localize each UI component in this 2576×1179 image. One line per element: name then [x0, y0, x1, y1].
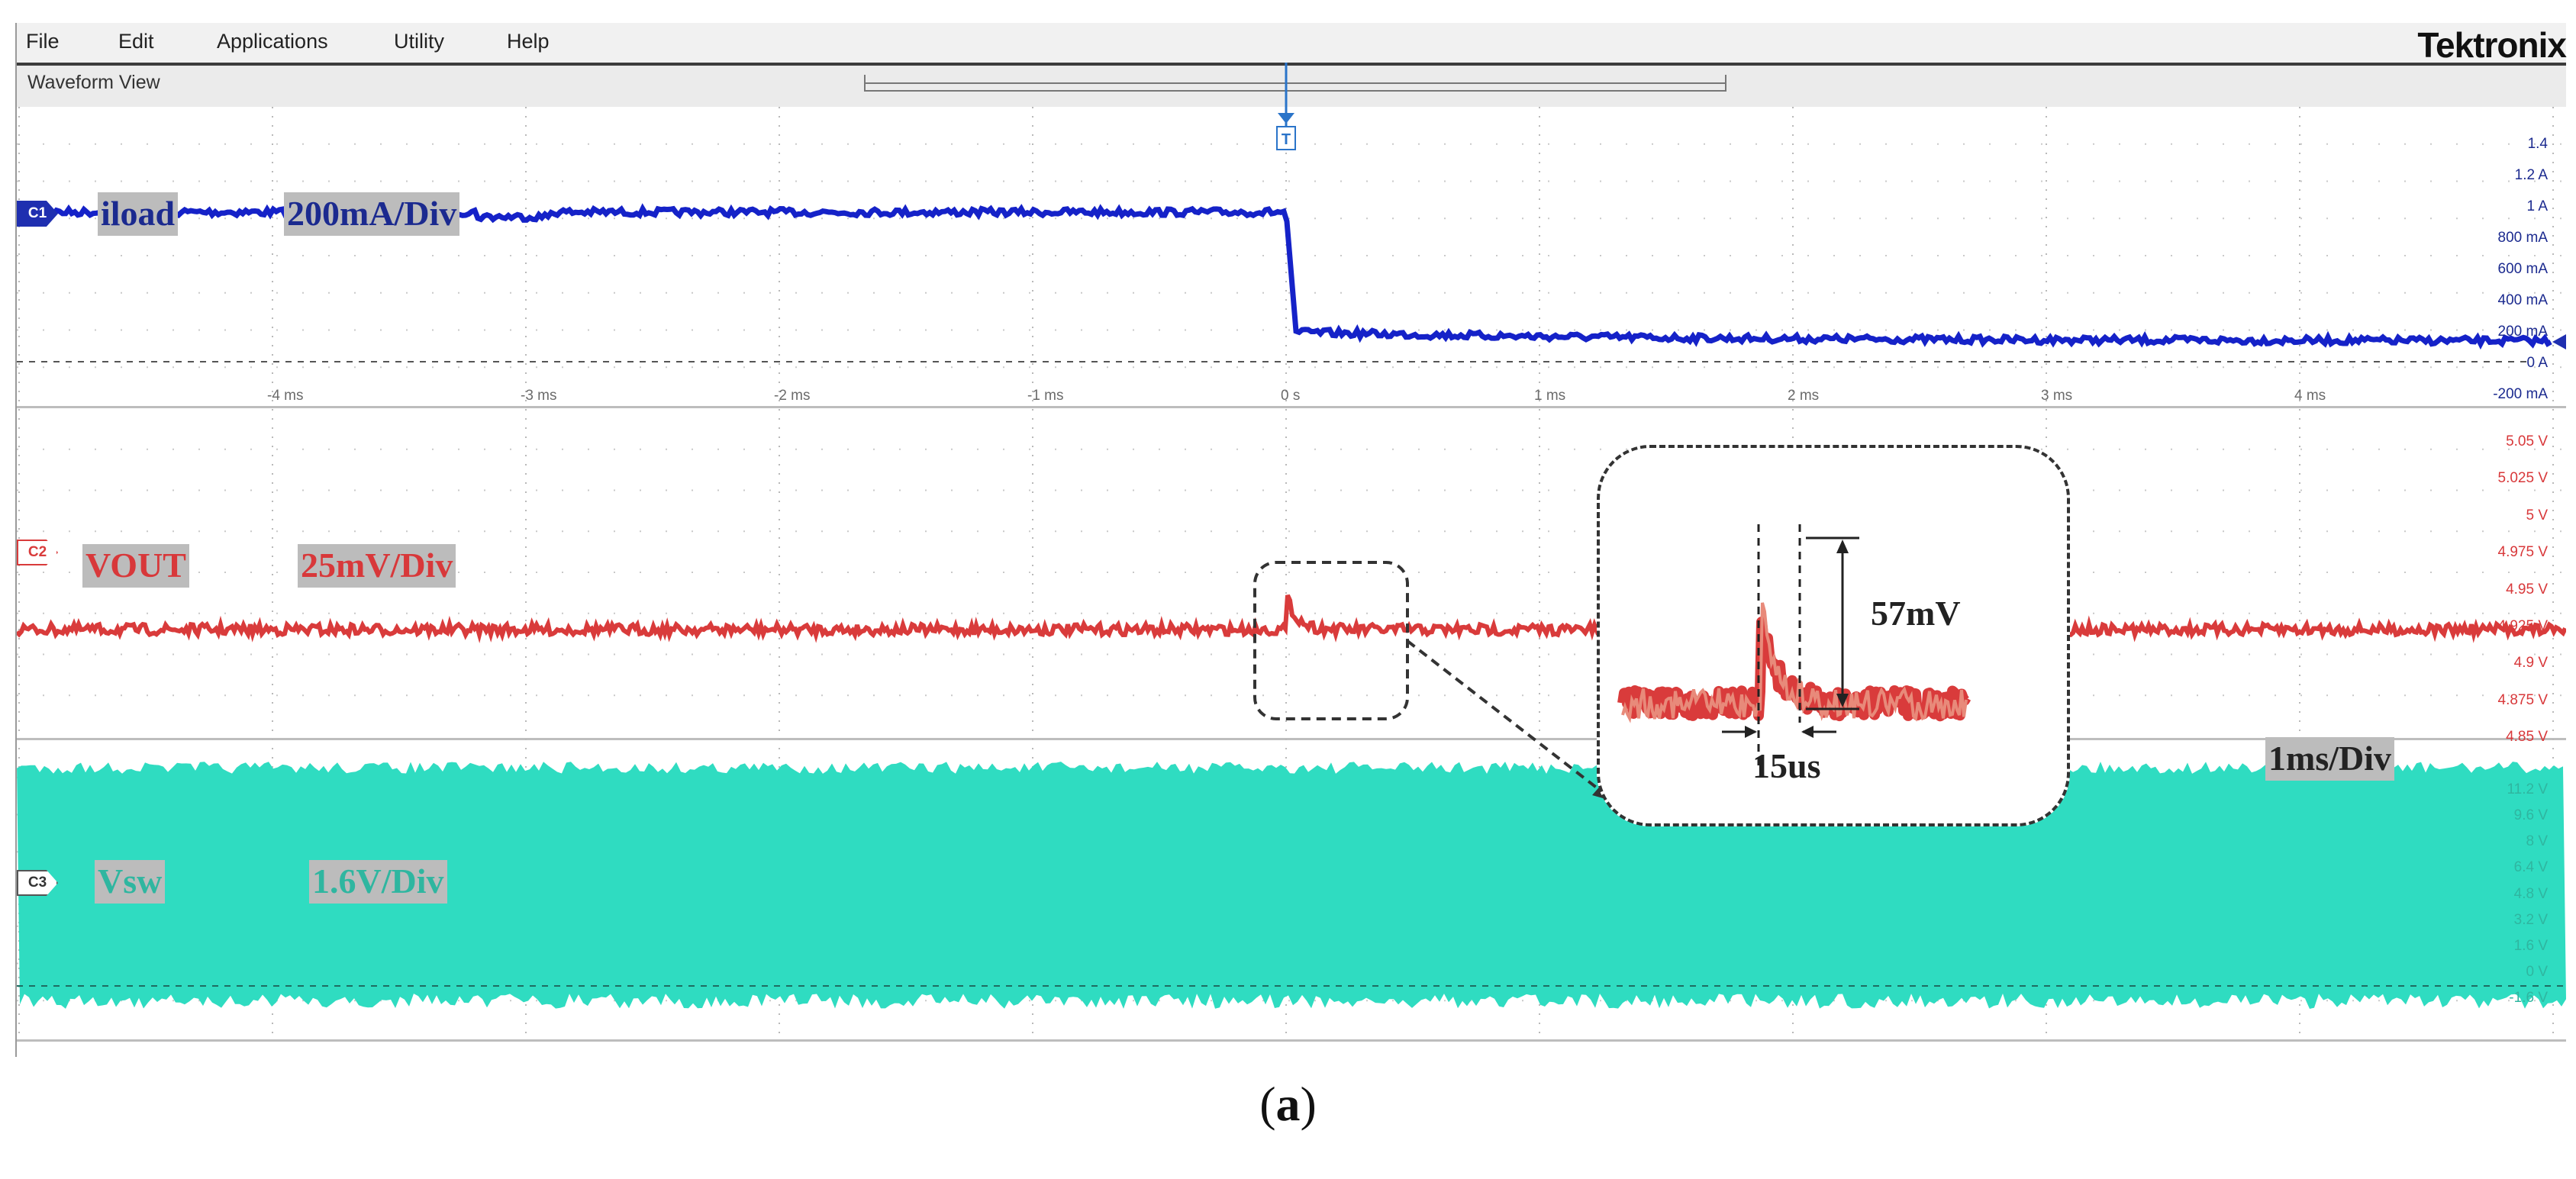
- scale-label: 4.9 V: [2513, 655, 2548, 672]
- waveform-plot: T: [17, 63, 2566, 1042]
- inset-waveform-detail: [1621, 602, 1968, 723]
- duration-label: 15us: [1752, 746, 1821, 785]
- trigger-t-icon: [1276, 126, 1296, 150]
- amplitude-label: 57mV: [1871, 594, 1961, 633]
- panel-divider-1: [17, 406, 2566, 408]
- time-tick-label: 0 s: [1281, 388, 1301, 404]
- view-title: Waveform View: [27, 72, 160, 93]
- scale-label: 11.2 V: [2507, 781, 2548, 797]
- channel-2-waveform: [17, 594, 2566, 643]
- duration-arrow-left-icon: [1801, 726, 1814, 738]
- amplitude-arrow-up-icon: [1836, 540, 1849, 553]
- scale-label: 1.2 A: [2514, 167, 2548, 183]
- zoom-inset: 57mV 15us: [1597, 445, 2070, 826]
- time-tick-label: -1 ms: [1027, 388, 1064, 404]
- scale-label: 4.8 V: [2513, 885, 2548, 902]
- zoom-leader-line: [1406, 639, 1606, 795]
- menu-file[interactable]: File: [26, 30, 60, 53]
- trigger-t-label: T: [1282, 131, 1291, 148]
- zoom-region-box: [1253, 561, 1409, 720]
- scale-label: 4.925 V: [2497, 617, 2549, 634]
- scale-label: 800 mA: [2497, 230, 2548, 246]
- panel-divider-2: [17, 738, 2566, 740]
- scale-label: 1.6 V: [2513, 937, 2548, 954]
- time-tick-label: -4 ms: [267, 388, 304, 404]
- scale-label: 5.05 V: [2506, 433, 2548, 449]
- menu-help[interactable]: Help: [507, 30, 550, 53]
- time-tick-label: -3 ms: [521, 388, 557, 404]
- amplitude-arrow-down-icon: [1836, 694, 1849, 707]
- trigger-arrow-icon: [1278, 113, 1294, 124]
- scale-label: 4.975 V: [2497, 544, 2549, 561]
- menu-edit[interactable]: Edit: [118, 30, 154, 53]
- time-tick-label: 1 ms: [1534, 388, 1566, 404]
- menu-bar: File Edit Applications Utility Help Tekt…: [17, 23, 2567, 65]
- inset-waveform: [1617, 524, 1971, 768]
- figure-caption: (a): [1259, 1077, 1317, 1131]
- channel-2-name-tag: VOUT: [82, 544, 189, 588]
- scale-label: 1.4: [2527, 136, 2548, 152]
- scale-label: 4.95 V: [2506, 581, 2548, 598]
- panel-divider-3: [17, 1039, 2566, 1042]
- menu-applications[interactable]: Applications: [217, 30, 328, 53]
- scale-label: 5.025 V: [2497, 470, 2549, 487]
- scale-label: 8 V: [2526, 833, 2548, 850]
- channel-1-scale-tag: 200mA/Div: [284, 192, 460, 236]
- channel-2-scale-tag: 25mV/Div: [298, 544, 456, 588]
- scale-label: 5 V: [2526, 507, 2548, 523]
- scale-label: 200 mA: [2497, 324, 2548, 340]
- oscilloscope-window: File Edit Applications Utility Help Tekt…: [15, 23, 2567, 1057]
- menu-utility[interactable]: Utility: [394, 30, 444, 53]
- scale-label: 0 A: [2526, 355, 2548, 371]
- channel-1-ref-arrow-icon: [2552, 334, 2566, 350]
- brand-logo: Tektronix: [2417, 25, 2567, 65]
- scale-label: -1.6 V: [2509, 990, 2548, 1006]
- scale-label: 600 mA: [2497, 261, 2548, 277]
- time-tick-label: 3 ms: [2041, 388, 2073, 404]
- channel-3-scale-tag: 1.6V/Div: [309, 860, 447, 904]
- scale-label: 4.85 V: [2506, 729, 2548, 745]
- scale-label: -200 mA: [2493, 386, 2548, 402]
- time-tick-label: 2 ms: [1788, 388, 1820, 404]
- timebase-tag: 1ms/Div: [2265, 737, 2394, 781]
- scale-label: 4.875 V: [2497, 691, 2549, 708]
- scale-label: 0 V: [2526, 963, 2548, 980]
- scale-label: 1 A: [2526, 198, 2548, 214]
- duration-arrow-right-icon: [1745, 726, 1757, 738]
- scale-label: 9.6 V: [2513, 807, 2548, 824]
- time-tick-label: -2 ms: [774, 388, 811, 404]
- channel-3-name-tag: Vsw: [95, 860, 166, 904]
- scale-label: 3.2 V: [2513, 911, 2548, 928]
- record-view-bar[interactable]: [864, 75, 1726, 92]
- channel-1-name-tag: iload: [98, 192, 179, 236]
- time-tick-label: 4 ms: [2294, 388, 2326, 404]
- scale-label: 400 mA: [2497, 292, 2548, 308]
- scale-label: 6.4 V: [2513, 859, 2548, 876]
